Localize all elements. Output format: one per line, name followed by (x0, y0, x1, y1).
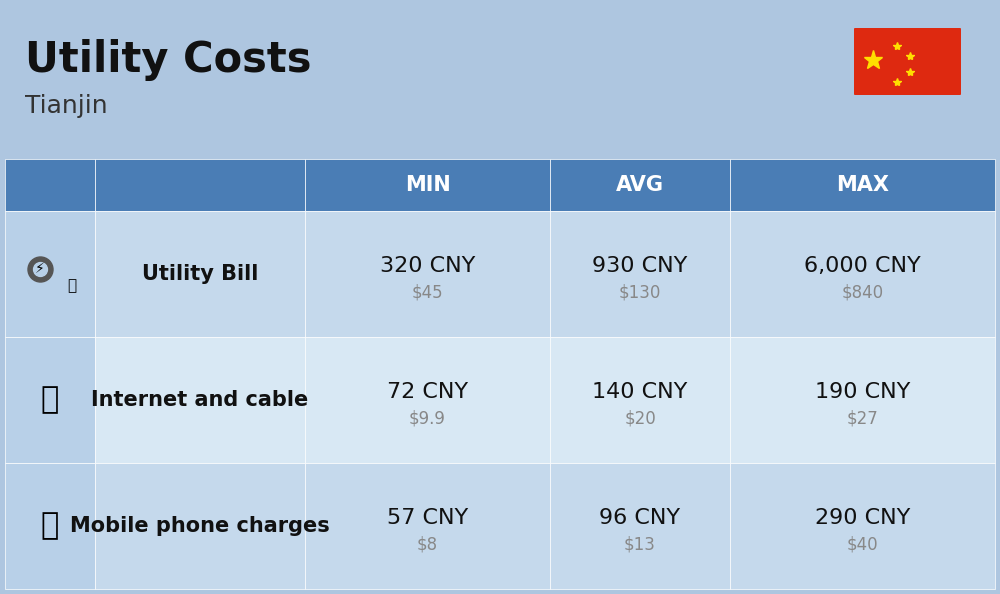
Text: 📡: 📡 (41, 386, 59, 415)
FancyBboxPatch shape (550, 337, 730, 463)
Text: MIN: MIN (405, 175, 450, 195)
FancyBboxPatch shape (854, 28, 961, 95)
Text: Utility Bill: Utility Bill (142, 264, 258, 284)
Text: ⚡: ⚡ (35, 262, 45, 276)
FancyBboxPatch shape (95, 159, 305, 211)
Text: 190 CNY: 190 CNY (815, 382, 910, 402)
FancyBboxPatch shape (95, 211, 305, 337)
FancyBboxPatch shape (730, 463, 995, 589)
FancyBboxPatch shape (5, 211, 95, 337)
Text: Tianjin: Tianjin (25, 94, 108, 118)
FancyBboxPatch shape (730, 159, 995, 211)
Text: AVG: AVG (616, 175, 664, 195)
Text: 96 CNY: 96 CNY (599, 508, 681, 528)
FancyBboxPatch shape (730, 211, 995, 337)
Text: $40: $40 (847, 535, 878, 553)
Text: $45: $45 (412, 283, 443, 301)
FancyBboxPatch shape (305, 337, 550, 463)
Text: $13: $13 (624, 535, 656, 553)
Text: 72 CNY: 72 CNY (387, 382, 468, 402)
FancyBboxPatch shape (5, 463, 95, 589)
FancyBboxPatch shape (730, 337, 995, 463)
Text: 57 CNY: 57 CNY (387, 508, 468, 528)
Text: $9.9: $9.9 (409, 409, 446, 427)
Text: $840: $840 (841, 283, 884, 301)
FancyBboxPatch shape (305, 211, 550, 337)
Text: $130: $130 (619, 283, 661, 301)
Text: $8: $8 (417, 535, 438, 553)
Text: 🔧: 🔧 (67, 279, 77, 293)
Text: $27: $27 (847, 409, 878, 427)
FancyBboxPatch shape (95, 463, 305, 589)
Text: MAX: MAX (836, 175, 889, 195)
FancyBboxPatch shape (5, 337, 95, 463)
Text: Utility Costs: Utility Costs (25, 39, 312, 81)
Text: Internet and cable: Internet and cable (91, 390, 309, 410)
FancyBboxPatch shape (95, 337, 305, 463)
Text: 6,000 CNY: 6,000 CNY (804, 256, 921, 276)
Text: 140 CNY: 140 CNY (592, 382, 688, 402)
FancyBboxPatch shape (550, 159, 730, 211)
Text: 290 CNY: 290 CNY (815, 508, 910, 528)
Text: Mobile phone charges: Mobile phone charges (70, 516, 330, 536)
Text: 📱: 📱 (41, 511, 59, 541)
FancyBboxPatch shape (550, 463, 730, 589)
FancyBboxPatch shape (5, 159, 95, 211)
Text: 930 CNY: 930 CNY (592, 256, 688, 276)
FancyBboxPatch shape (550, 211, 730, 337)
FancyBboxPatch shape (305, 463, 550, 589)
FancyBboxPatch shape (305, 159, 550, 211)
Text: $20: $20 (624, 409, 656, 427)
Text: 320 CNY: 320 CNY (380, 256, 475, 276)
